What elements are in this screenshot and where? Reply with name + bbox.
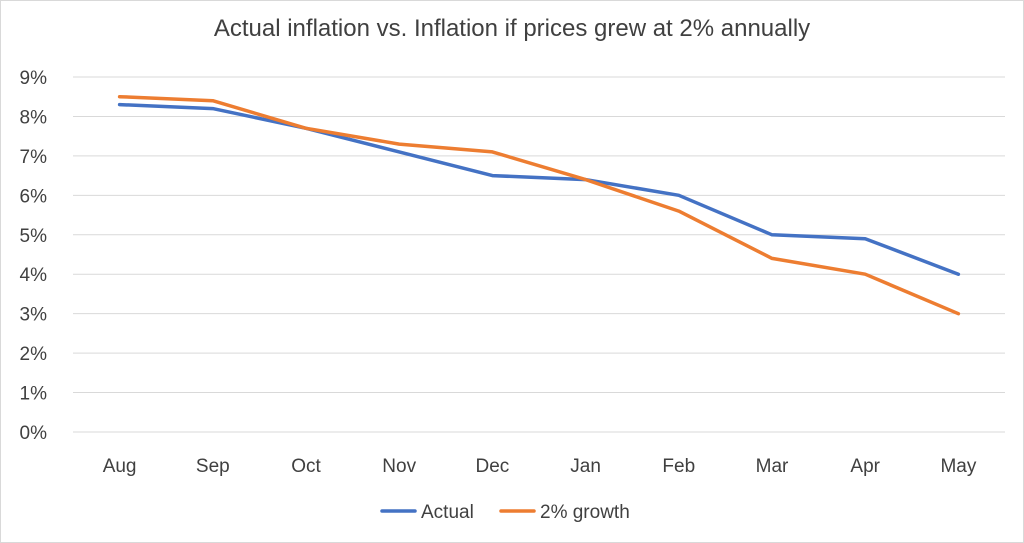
x-axis-ticks: Aug Sep Oct Nov Dec Jan Feb Mar Apr May xyxy=(103,456,977,477)
y-tick-label: 1% xyxy=(20,384,48,405)
series-lines xyxy=(117,94,961,316)
x-tick-label: Mar xyxy=(756,456,789,477)
x-tick-label: Nov xyxy=(382,456,416,477)
y-tick-label: 5% xyxy=(20,226,48,247)
legend: Actual 2% growth xyxy=(380,502,630,523)
legend-label: 2% growth xyxy=(540,502,630,523)
y-tick-label: 0% xyxy=(20,423,48,444)
y-axis-ticks: 0% 1% 2% 3% 4% 5% 6% 7% 8% 9% xyxy=(20,68,48,444)
x-tick-label: Dec xyxy=(476,456,510,477)
x-tick-label: Aug xyxy=(103,456,137,477)
series-line-two-percent-growth xyxy=(117,94,961,316)
x-tick-label: Apr xyxy=(850,456,880,477)
x-tick-label: Jan xyxy=(570,456,601,477)
x-tick-label: Sep xyxy=(196,456,230,477)
x-tick-label: Oct xyxy=(291,456,321,477)
x-tick-label: Feb xyxy=(662,456,695,477)
y-tick-label: 9% xyxy=(20,68,48,89)
y-tick-label: 3% xyxy=(20,305,48,326)
y-tick-label: 2% xyxy=(20,344,48,365)
chart-title: Actual inflation vs. Inflation if prices… xyxy=(213,15,811,42)
series-line-actual xyxy=(117,102,961,276)
y-tick-label: 4% xyxy=(20,265,48,286)
x-tick-label: May xyxy=(940,456,976,477)
y-tick-label: 6% xyxy=(20,186,48,207)
gridlines xyxy=(73,76,1005,433)
legend-label: Actual xyxy=(421,502,474,523)
y-tick-label: 7% xyxy=(20,147,48,168)
y-tick-label: 8% xyxy=(20,107,48,128)
